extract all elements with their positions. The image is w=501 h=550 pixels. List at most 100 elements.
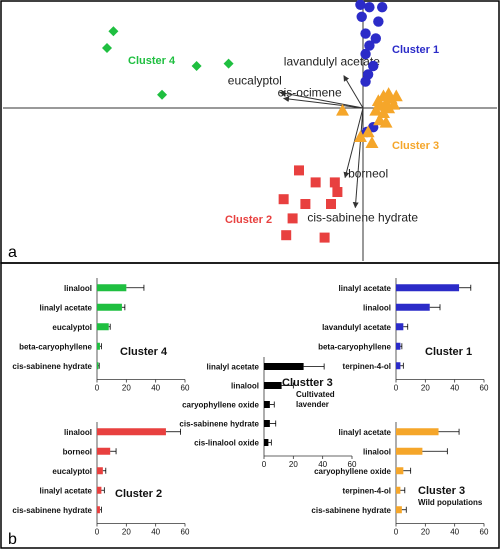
bar-category-label: beta-caryophyllene — [318, 342, 391, 351]
bar — [97, 362, 99, 370]
scatter-point-square — [332, 187, 343, 197]
bar — [396, 428, 439, 436]
bar-category-label: caryophyllene oxide — [182, 401, 259, 410]
bar-category-label: linalyl acetate — [339, 284, 392, 293]
bar-x-tick-label: 20 — [421, 384, 430, 393]
bar — [97, 303, 122, 311]
bar — [264, 363, 304, 370]
bar — [396, 362, 401, 370]
bar-x-tick-label: 40 — [450, 384, 459, 393]
bar-category-label: linalyl acetate — [40, 486, 93, 495]
scatter-point-diamond — [157, 89, 168, 100]
bar — [97, 428, 166, 436]
bar-panel-title: Cluster 2 — [115, 488, 162, 500]
bar — [264, 420, 270, 427]
bar-x-tick-label: 0 — [262, 460, 267, 469]
loading-label: lavandulyl acetate — [284, 55, 380, 69]
cluster-label: Cluster 3 — [392, 140, 439, 152]
bar — [396, 342, 401, 350]
scatter-point-triangle — [389, 89, 403, 102]
loading-vector — [279, 90, 364, 109]
bar — [396, 506, 402, 514]
bar-category-label: eucalyptol — [52, 467, 92, 476]
bar-panel-subtitle: Wild populations — [418, 498, 483, 507]
bar-x-tick-label: 20 — [289, 460, 298, 469]
bar-x-tick-label: 60 — [181, 528, 190, 537]
scatter-point-circle — [364, 2, 375, 13]
bar — [97, 342, 100, 350]
bar-category-label: linalool — [363, 447, 391, 456]
bar-category-label: terpinen-4-ol — [343, 486, 391, 495]
scatter-point-square — [326, 199, 336, 209]
bar-chart-clustter-3: 0 20 40 60 linalyl acetate linalool caryophyll… — [179, 357, 357, 469]
bar-x-tick-label: 0 — [95, 384, 100, 393]
bar — [97, 323, 109, 331]
bar-panel-title: Cluster 3 — [418, 485, 465, 497]
bar-category-label: borneol — [63, 447, 92, 456]
panel-a-label: a — [8, 244, 17, 261]
bar-panel-title: Cluster 1 — [425, 346, 472, 358]
scatter-point-triangle — [336, 103, 350, 116]
bar-chart-cluster-4: 0 20 40 60 linalool linalyl acetate eucalyptol… — [12, 278, 190, 393]
scatter-point-triangle — [387, 97, 401, 110]
bar-x-tick-label: 20 — [122, 384, 131, 393]
bar-x-tick-label: 60 — [480, 528, 489, 537]
bar-chart-cluster-3: 0 20 40 60 linalyl acetate linalool caryophyll… — [311, 422, 489, 537]
scatter-point-triangle — [361, 125, 375, 138]
scatter-point-circle — [355, 0, 366, 10]
scatter-point-diamond — [102, 43, 112, 53]
bar — [97, 447, 111, 455]
bar-category-label: linalyl acetate — [207, 363, 260, 372]
scatter-point-circle — [364, 40, 375, 51]
bar-category-label: cis-linalool oxide — [194, 439, 259, 448]
loading-label: borneol — [348, 167, 388, 181]
bar — [396, 447, 423, 455]
bar-x-tick-label: 0 — [394, 528, 399, 537]
loading-label: cis-sabinene hydrate — [307, 211, 418, 225]
cluster-label: Cluster 4 — [128, 55, 176, 67]
scatter-point-square — [278, 194, 289, 205]
bar-x-tick-label: 0 — [394, 384, 399, 393]
bar — [264, 382, 282, 389]
bar-category-label: cis-sabinene hydrate — [12, 362, 92, 371]
bar-panel-title: Clustter 3 — [282, 377, 333, 389]
bar-category-label: linalool — [64, 428, 92, 437]
bar-category-label: beta-caryophyllene — [19, 342, 92, 351]
scatter-point-diamond — [223, 58, 234, 69]
bar-category-label: cis-sabinene hydrate — [12, 506, 92, 515]
bar-category-label: cis-sabinene hydrate — [179, 420, 259, 429]
bar — [396, 284, 460, 292]
scatter-point-triangle — [365, 136, 379, 148]
cluster-label: Cluster 2 — [225, 214, 272, 226]
scatter-point-circle — [368, 60, 379, 72]
scatter-point-square — [319, 232, 330, 243]
bar — [396, 323, 404, 331]
bar-x-tick-label: 60 — [480, 384, 489, 393]
bar-panels: 0 20 40 60 linalool linalyl acetate eucalyptol… — [12, 278, 489, 537]
bar-category-label: cis-sabinene hydrate — [311, 506, 391, 515]
bar-x-tick-label: 20 — [421, 528, 430, 537]
bar — [396, 486, 401, 494]
scatter-point-circle — [377, 2, 388, 13]
loading-vector — [343, 75, 364, 109]
bar-category-label: eucalyptol — [52, 323, 92, 332]
scatter-point-square — [294, 165, 304, 176]
scatter-point-circle — [373, 16, 384, 27]
bar-x-tick-label: 0 — [95, 528, 100, 537]
scatter-point-square — [281, 230, 292, 241]
scatter-point-square — [310, 177, 321, 188]
loading-vector — [352, 107, 364, 209]
bar-panel-title: Cluster 4 — [120, 346, 168, 358]
bar-x-tick-label: 60 — [181, 384, 190, 393]
bar-category-label: linalool — [363, 303, 391, 312]
bar-x-tick-label: 40 — [450, 528, 459, 537]
bar — [97, 467, 103, 475]
bar-x-tick-label: 60 — [348, 460, 357, 469]
scatter-point-circle — [370, 33, 381, 44]
bar — [396, 303, 430, 311]
bar-category-label: linalool — [231, 382, 259, 391]
scatter-point-square — [287, 213, 298, 224]
bar-category-label: linalyl acetate — [40, 303, 93, 312]
